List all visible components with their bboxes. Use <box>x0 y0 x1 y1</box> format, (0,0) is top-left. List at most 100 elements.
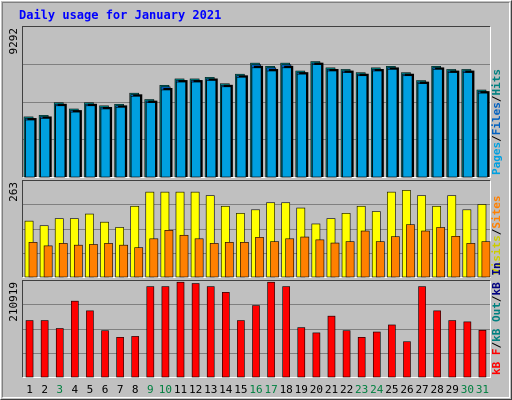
kbf-bar <box>267 281 275 378</box>
x-tick-label: 18 <box>280 383 293 396</box>
kbf-bar <box>372 331 381 378</box>
sites-bar <box>240 242 249 278</box>
kbytes-border-light <box>22 280 491 378</box>
kbf-bar <box>237 320 245 378</box>
kbf-bar <box>478 329 487 378</box>
x-tick-label: 17 <box>264 383 277 396</box>
kbytes-legend-part: kB F <box>490 349 503 376</box>
kbf-bar <box>312 332 321 378</box>
sites-bar <box>315 239 325 278</box>
sites-bar <box>345 241 355 278</box>
kbf-bar <box>252 305 260 378</box>
x-tick-labels: 1 2 3 4 5 6 7 8 9 10 11 12 13 14 15 16 17 18 19 20 21 22 23 24 2… <box>26 383 489 396</box>
sites-bar <box>255 237 264 278</box>
traffic-ymax-label: 9292 <box>7 28 20 55</box>
sites-bar <box>481 241 491 278</box>
x-tick-label: 27 <box>415 383 428 396</box>
sites-bar <box>436 227 446 278</box>
x-tick-label: 28 <box>431 383 444 396</box>
pages-bar <box>372 70 383 178</box>
x-tick-label: 29 <box>446 383 459 396</box>
traffic-legend-part: / <box>490 135 503 142</box>
x-tick-label: 20 <box>310 383 323 396</box>
sites-bar <box>285 238 295 278</box>
sites-bar <box>466 243 476 278</box>
pages-bar <box>357 75 368 178</box>
sites-bar <box>421 230 430 278</box>
kbf-bar <box>40 320 49 378</box>
kbf-bar <box>327 315 336 378</box>
x-tick-label: 14 <box>219 383 233 396</box>
sites-bar <box>360 230 370 278</box>
pages-bar <box>266 70 277 178</box>
pages-bar <box>417 83 428 178</box>
kbf-bar <box>342 330 351 378</box>
chart-title: Daily usage for January 2021 <box>19 8 221 22</box>
kbytes-legend-part: kB In <box>490 262 503 295</box>
pages-bar <box>40 118 50 178</box>
kbf-bar <box>131 336 140 378</box>
traffic-legend-part: Hits <box>490 69 503 96</box>
x-tick-label: 23 <box>355 383 368 396</box>
sites-bar <box>209 243 219 278</box>
sites-bar <box>43 245 53 278</box>
pages-bar <box>251 67 262 178</box>
kbf-bar <box>463 321 472 378</box>
kbf-bar <box>448 320 457 378</box>
pages-bar <box>206 80 217 178</box>
x-tick-label: 8 <box>132 383 139 396</box>
kbytes-legend: kB F/kB Out/kB In <box>490 262 503 375</box>
sites-bar <box>119 244 128 278</box>
x-tick-label: 15 <box>234 383 247 396</box>
kbytes-legend-part: / <box>490 342 503 349</box>
pages-bar <box>402 75 413 178</box>
kbf-bar <box>403 341 411 378</box>
kbf-bar <box>433 310 441 378</box>
kbf-bar <box>116 337 124 378</box>
x-tick-label: 16 <box>249 383 262 396</box>
pages-bar <box>387 69 398 178</box>
x-tick-label: 5 <box>87 383 94 396</box>
kbytes-legend-part: kB Out <box>490 302 503 342</box>
kbytes-ymax-label: 210919 <box>7 282 20 322</box>
pages-bar <box>432 69 443 178</box>
sites-bar <box>28 242 38 278</box>
pages-bar <box>85 105 96 178</box>
pages-bar <box>236 77 247 178</box>
pages-bar <box>478 92 488 178</box>
sites-bar <box>164 230 174 278</box>
x-tick-label: 25 <box>385 383 398 396</box>
kbf-bar <box>357 337 366 378</box>
kbf-bar <box>206 286 215 378</box>
visitors-ymax-label: 263 <box>7 182 20 202</box>
traffic-panel: 9292 Pages/Files/Hits <box>7 26 503 178</box>
pages-bar <box>281 67 292 178</box>
pages-bar <box>191 81 201 178</box>
sites-bar <box>179 234 189 278</box>
visitors-legend-part: Visits <box>490 235 503 275</box>
x-tick-label: 22 <box>340 383 353 396</box>
pages-bar <box>25 119 35 178</box>
pages-bar <box>447 72 458 178</box>
pages-bar <box>327 70 337 178</box>
pages-bar <box>145 102 156 178</box>
kbytes-legend-part: / <box>490 295 503 302</box>
kbf-bar <box>71 300 79 378</box>
visitors-legend: Visits/Sites <box>490 196 503 276</box>
sites-bar <box>134 247 144 278</box>
traffic-border-light <box>22 26 491 178</box>
sites-bar <box>300 236 310 278</box>
pages-bar <box>176 81 186 178</box>
pages-bar <box>342 72 352 178</box>
x-tick-label: 13 <box>204 383 217 396</box>
traffic-legend-part: / <box>490 95 503 102</box>
x-tick-label: 30 <box>461 383 474 396</box>
traffic-legend: Pages/Files/Hits <box>490 69 503 175</box>
visitors-border-dark <box>22 180 491 278</box>
pages-bar <box>463 72 473 178</box>
chart-panels: 9292 Pages/Files/Hits 263 Visits/Sites 21091… <box>7 26 503 378</box>
